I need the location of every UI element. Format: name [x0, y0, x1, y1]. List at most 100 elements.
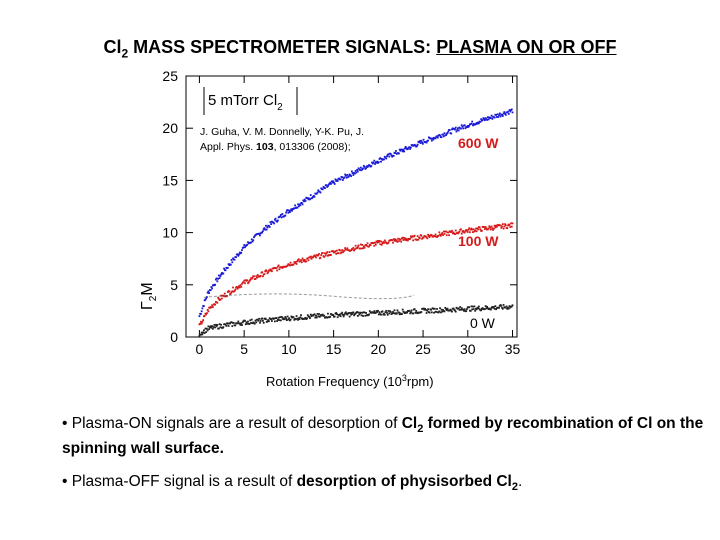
data-point [281, 213, 284, 215]
data-point [386, 312, 388, 314]
data-point [219, 275, 222, 277]
data-point [418, 140, 421, 143]
data-point [340, 251, 343, 254]
data-point [309, 194, 312, 196]
data-point [289, 209, 292, 212]
data-point [238, 253, 240, 256]
data-point [238, 285, 240, 288]
data-point [306, 257, 309, 260]
x-tick-label: 25 [415, 341, 431, 357]
data-point [232, 321, 235, 324]
data-point [343, 176, 346, 179]
data-point [398, 311, 400, 314]
data-point [353, 172, 356, 175]
data-point [466, 229, 468, 232]
data-point [286, 264, 289, 267]
data-point [315, 256, 317, 259]
data-point [476, 122, 479, 125]
data-point [390, 154, 393, 157]
data-point [503, 111, 506, 113]
data-point [267, 319, 270, 321]
data-point [452, 231, 455, 234]
data-point [499, 115, 502, 118]
data-point [475, 230, 478, 233]
data-point [380, 243, 383, 246]
data-point [506, 227, 509, 230]
condition-label: 5 mTorr Cl2 [208, 92, 283, 113]
data-point [377, 313, 380, 316]
data-point [203, 305, 205, 307]
data-point [320, 254, 323, 256]
data-point [498, 306, 500, 309]
data-point [413, 234, 416, 237]
data-point [401, 150, 404, 153]
data-point [247, 281, 250, 284]
series-600w [198, 108, 514, 318]
data-point [477, 228, 480, 231]
data-point [220, 273, 222, 276]
data-point [273, 320, 276, 323]
data-point [500, 226, 503, 229]
data-point [309, 198, 311, 201]
data-point [376, 241, 379, 244]
data-point [223, 295, 225, 298]
title-underlined: PLASMA ON OR OFF [436, 37, 617, 57]
data-point [276, 219, 279, 222]
data-point [439, 234, 442, 237]
data-point [339, 315, 342, 318]
data-point [387, 153, 390, 156]
data-point [230, 291, 233, 294]
data-point [203, 332, 206, 334]
data-point [226, 291, 229, 293]
data-point [265, 318, 267, 321]
data-point [241, 249, 243, 252]
data-point [250, 318, 253, 321]
data-point [469, 228, 472, 231]
data-point [307, 198, 310, 201]
data-point [454, 310, 457, 313]
data-point [346, 174, 349, 176]
data-point [445, 134, 447, 137]
data-point [214, 283, 217, 286]
data-point [205, 331, 208, 333]
data-point [504, 306, 507, 309]
y-tick-label: 25 [162, 68, 178, 84]
data-point [333, 181, 335, 184]
data-point [374, 311, 377, 314]
data-point [509, 226, 512, 228]
data-point [493, 307, 496, 310]
data-point [376, 311, 379, 313]
data-point [475, 227, 477, 230]
data-point [510, 225, 513, 228]
data-point [264, 270, 267, 273]
data-point [227, 325, 230, 327]
data-point [259, 320, 262, 322]
data-point [368, 245, 370, 248]
data-point [466, 125, 469, 127]
data-point [253, 235, 256, 238]
data-point [480, 118, 483, 121]
data-point [222, 326, 225, 329]
data-point [451, 310, 453, 313]
data-point [460, 307, 463, 310]
data-point [228, 290, 231, 293]
data-point [271, 320, 273, 322]
x-tick-label: 20 [371, 341, 387, 357]
data-point [323, 256, 326, 258]
data-point [243, 279, 246, 282]
data-point [308, 315, 311, 318]
data-point [295, 315, 298, 317]
data-point [398, 313, 401, 316]
data-point [442, 234, 444, 236]
data-point [439, 311, 442, 314]
data-point [263, 273, 266, 276]
data-point [236, 253, 239, 256]
data-point [344, 173, 347, 176]
data-point [217, 296, 220, 299]
data-point [217, 297, 220, 300]
data-point [467, 228, 470, 231]
data-point [296, 260, 299, 263]
data-point [339, 252, 342, 255]
data-point [435, 310, 438, 313]
data-point [344, 247, 347, 250]
